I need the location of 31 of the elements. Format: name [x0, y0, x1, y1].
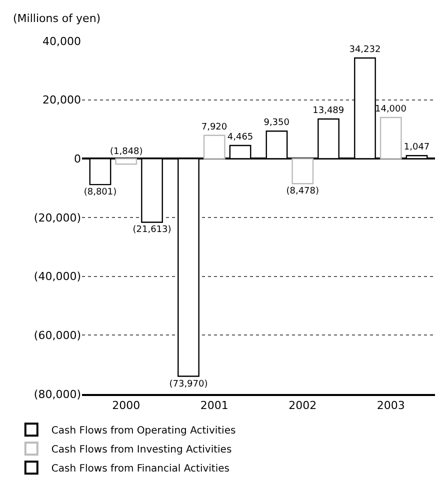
data-label: (73,970)	[169, 379, 208, 390]
legend-label: Cash Flows from Financial Activities	[51, 464, 230, 475]
data-label: 7,920	[201, 122, 228, 132]
data-label: 1,047	[404, 142, 430, 153]
x-tick-label: 2003	[376, 399, 405, 412]
x-tick-label: 2002	[288, 399, 317, 412]
data-label: 9,350	[264, 118, 290, 128]
y-axis-title: (Millions of yen)	[13, 12, 101, 25]
y-tick-label: 40,000	[42, 34, 81, 48]
bar	[380, 116, 402, 160]
data-label: (8,801)	[84, 188, 117, 198]
x-tick-label: 2000	[112, 399, 140, 412]
bar	[203, 134, 226, 160]
data-label: (8,478)	[286, 186, 320, 197]
data-label: 34,232	[349, 44, 381, 55]
y-tick-label: (20,000)	[34, 211, 81, 224]
x-tick-label: 2001	[200, 399, 228, 412]
data-label: (1,848)	[110, 147, 143, 157]
data-label: 13,489	[312, 106, 344, 116]
y-tick-label: 0	[74, 152, 81, 166]
y-tick-label: (40,000)	[34, 270, 81, 284]
legend-label: Cash Flows from Investing Activities	[51, 444, 232, 456]
bar	[115, 158, 138, 165]
data-label: 4,465	[227, 132, 254, 143]
data-label: 14,000	[374, 104, 407, 114]
y-tick-label: 20,000	[42, 94, 81, 107]
bar	[292, 158, 314, 184]
data-label: (21,613)	[132, 225, 172, 236]
legend-label: Cash Flows from Operating Activities	[51, 426, 236, 437]
y-tick-label: (60,000)	[34, 329, 81, 342]
y-tick-label: (80,000)	[34, 388, 81, 401]
